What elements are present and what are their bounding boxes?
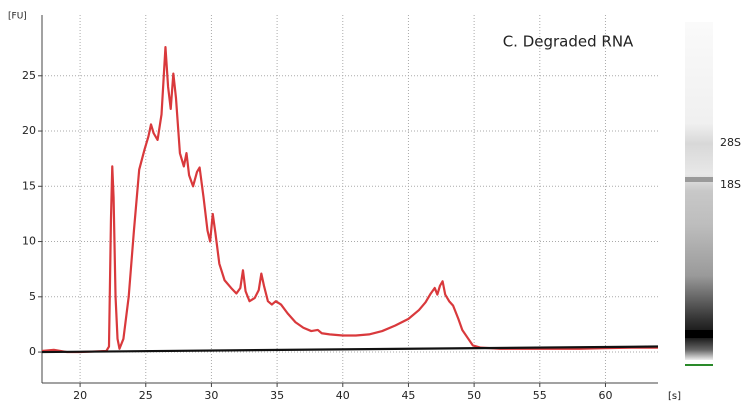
x-tick-label: 20: [73, 389, 87, 402]
page: 28S 18S [FU] [s] 0 5 10 15 20 25 20 25 30 35 40 45 5…: [0, 0, 742, 406]
x-tick-label: 60: [598, 389, 612, 402]
x-tick-label: 55: [533, 389, 547, 402]
y-axis-label: [FU]: [8, 12, 27, 22]
x-tick-label: 35: [270, 389, 284, 402]
y-tick-label: 15: [22, 179, 36, 192]
x-tick-label: 25: [139, 389, 153, 402]
gel-band: [685, 330, 713, 338]
x-tick-label: 50: [467, 389, 481, 402]
y-tick-label: 25: [22, 69, 36, 82]
chart: 28S 18S [FU] [s] 0 5 10 15 20 25 20 25 30 35 40 45 5…: [0, 0, 742, 406]
x-axis-label: [s]: [668, 391, 681, 402]
y-tick-label: 5: [29, 290, 36, 303]
y-tick-label: 0: [29, 345, 36, 358]
y-tick-label: 10: [22, 235, 36, 248]
gel-lane: [685, 22, 713, 360]
gel-label: 28S: [720, 136, 741, 149]
chart-title: C. Degraded RNA: [503, 33, 634, 51]
x-tick-label: 45: [401, 389, 415, 402]
plot-area: [42, 15, 658, 383]
x-tick-label: 40: [336, 389, 350, 402]
x-tick-label: 30: [204, 389, 218, 402]
y-tick-label: 20: [22, 124, 36, 137]
gel-band: [685, 177, 713, 182]
gel-label: 18S: [720, 178, 741, 191]
